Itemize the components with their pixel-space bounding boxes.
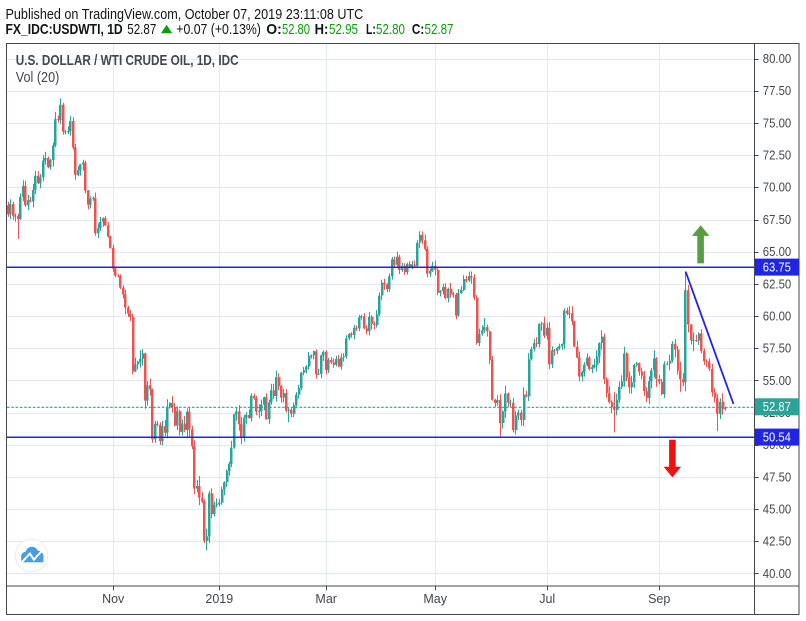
svg-text:Published on TradingView.com,: Published on TradingView.com, October 07… [6, 6, 364, 23]
svg-text:Mar: Mar [315, 592, 337, 606]
svg-text:Sep: Sep [648, 592, 670, 606]
svg-text:+0.07 (+0.13%): +0.07 (+0.13%) [176, 21, 261, 38]
svg-text:62.50: 62.50 [763, 277, 791, 291]
svg-text:U.S. DOLLAR / WTI CRUDE OIL, 1: U.S. DOLLAR / WTI CRUDE OIL, 1D, IDC [16, 52, 239, 69]
svg-text:42.50: 42.50 [763, 535, 791, 549]
svg-text:2019: 2019 [205, 592, 233, 606]
svg-text:55.00: 55.00 [763, 374, 791, 388]
svg-text:C:: C: [412, 21, 424, 38]
svg-text:63.75: 63.75 [763, 261, 791, 275]
svg-text:O:: O: [266, 21, 282, 38]
svg-text:47.50: 47.50 [763, 470, 791, 484]
svg-text:Jul: Jul [539, 592, 555, 606]
svg-text:72.50: 72.50 [763, 149, 791, 163]
svg-text:H:: H: [315, 21, 329, 38]
svg-text:77.50: 77.50 [763, 84, 791, 98]
svg-text:80.00: 80.00 [763, 52, 791, 66]
svg-text:57.50: 57.50 [763, 342, 791, 356]
svg-text:Nov: Nov [102, 592, 125, 606]
svg-text:75.00: 75.00 [763, 116, 791, 130]
svg-text:60.00: 60.00 [763, 309, 791, 323]
svg-text:65.00: 65.00 [763, 245, 791, 259]
svg-text:L:: L: [366, 21, 376, 38]
svg-text:52.95: 52.95 [329, 21, 358, 38]
svg-text:52.80: 52.80 [376, 21, 405, 38]
svg-text:52.80: 52.80 [282, 21, 310, 38]
svg-text:40.00: 40.00 [763, 567, 791, 581]
svg-text:52.87: 52.87 [127, 21, 156, 38]
svg-text:52.87: 52.87 [763, 400, 791, 414]
svg-text:67.50: 67.50 [763, 213, 791, 227]
svg-text:FX_IDC:USDWTI, 1D: FX_IDC:USDWTI, 1D [6, 21, 123, 38]
svg-text:50.54: 50.54 [763, 431, 791, 445]
svg-text:70.00: 70.00 [763, 181, 791, 195]
svg-text:Vol (20): Vol (20) [16, 69, 60, 86]
svg-text:May: May [423, 592, 447, 606]
svg-text:52.87: 52.87 [425, 21, 454, 38]
svg-text:45.00: 45.00 [763, 503, 791, 517]
